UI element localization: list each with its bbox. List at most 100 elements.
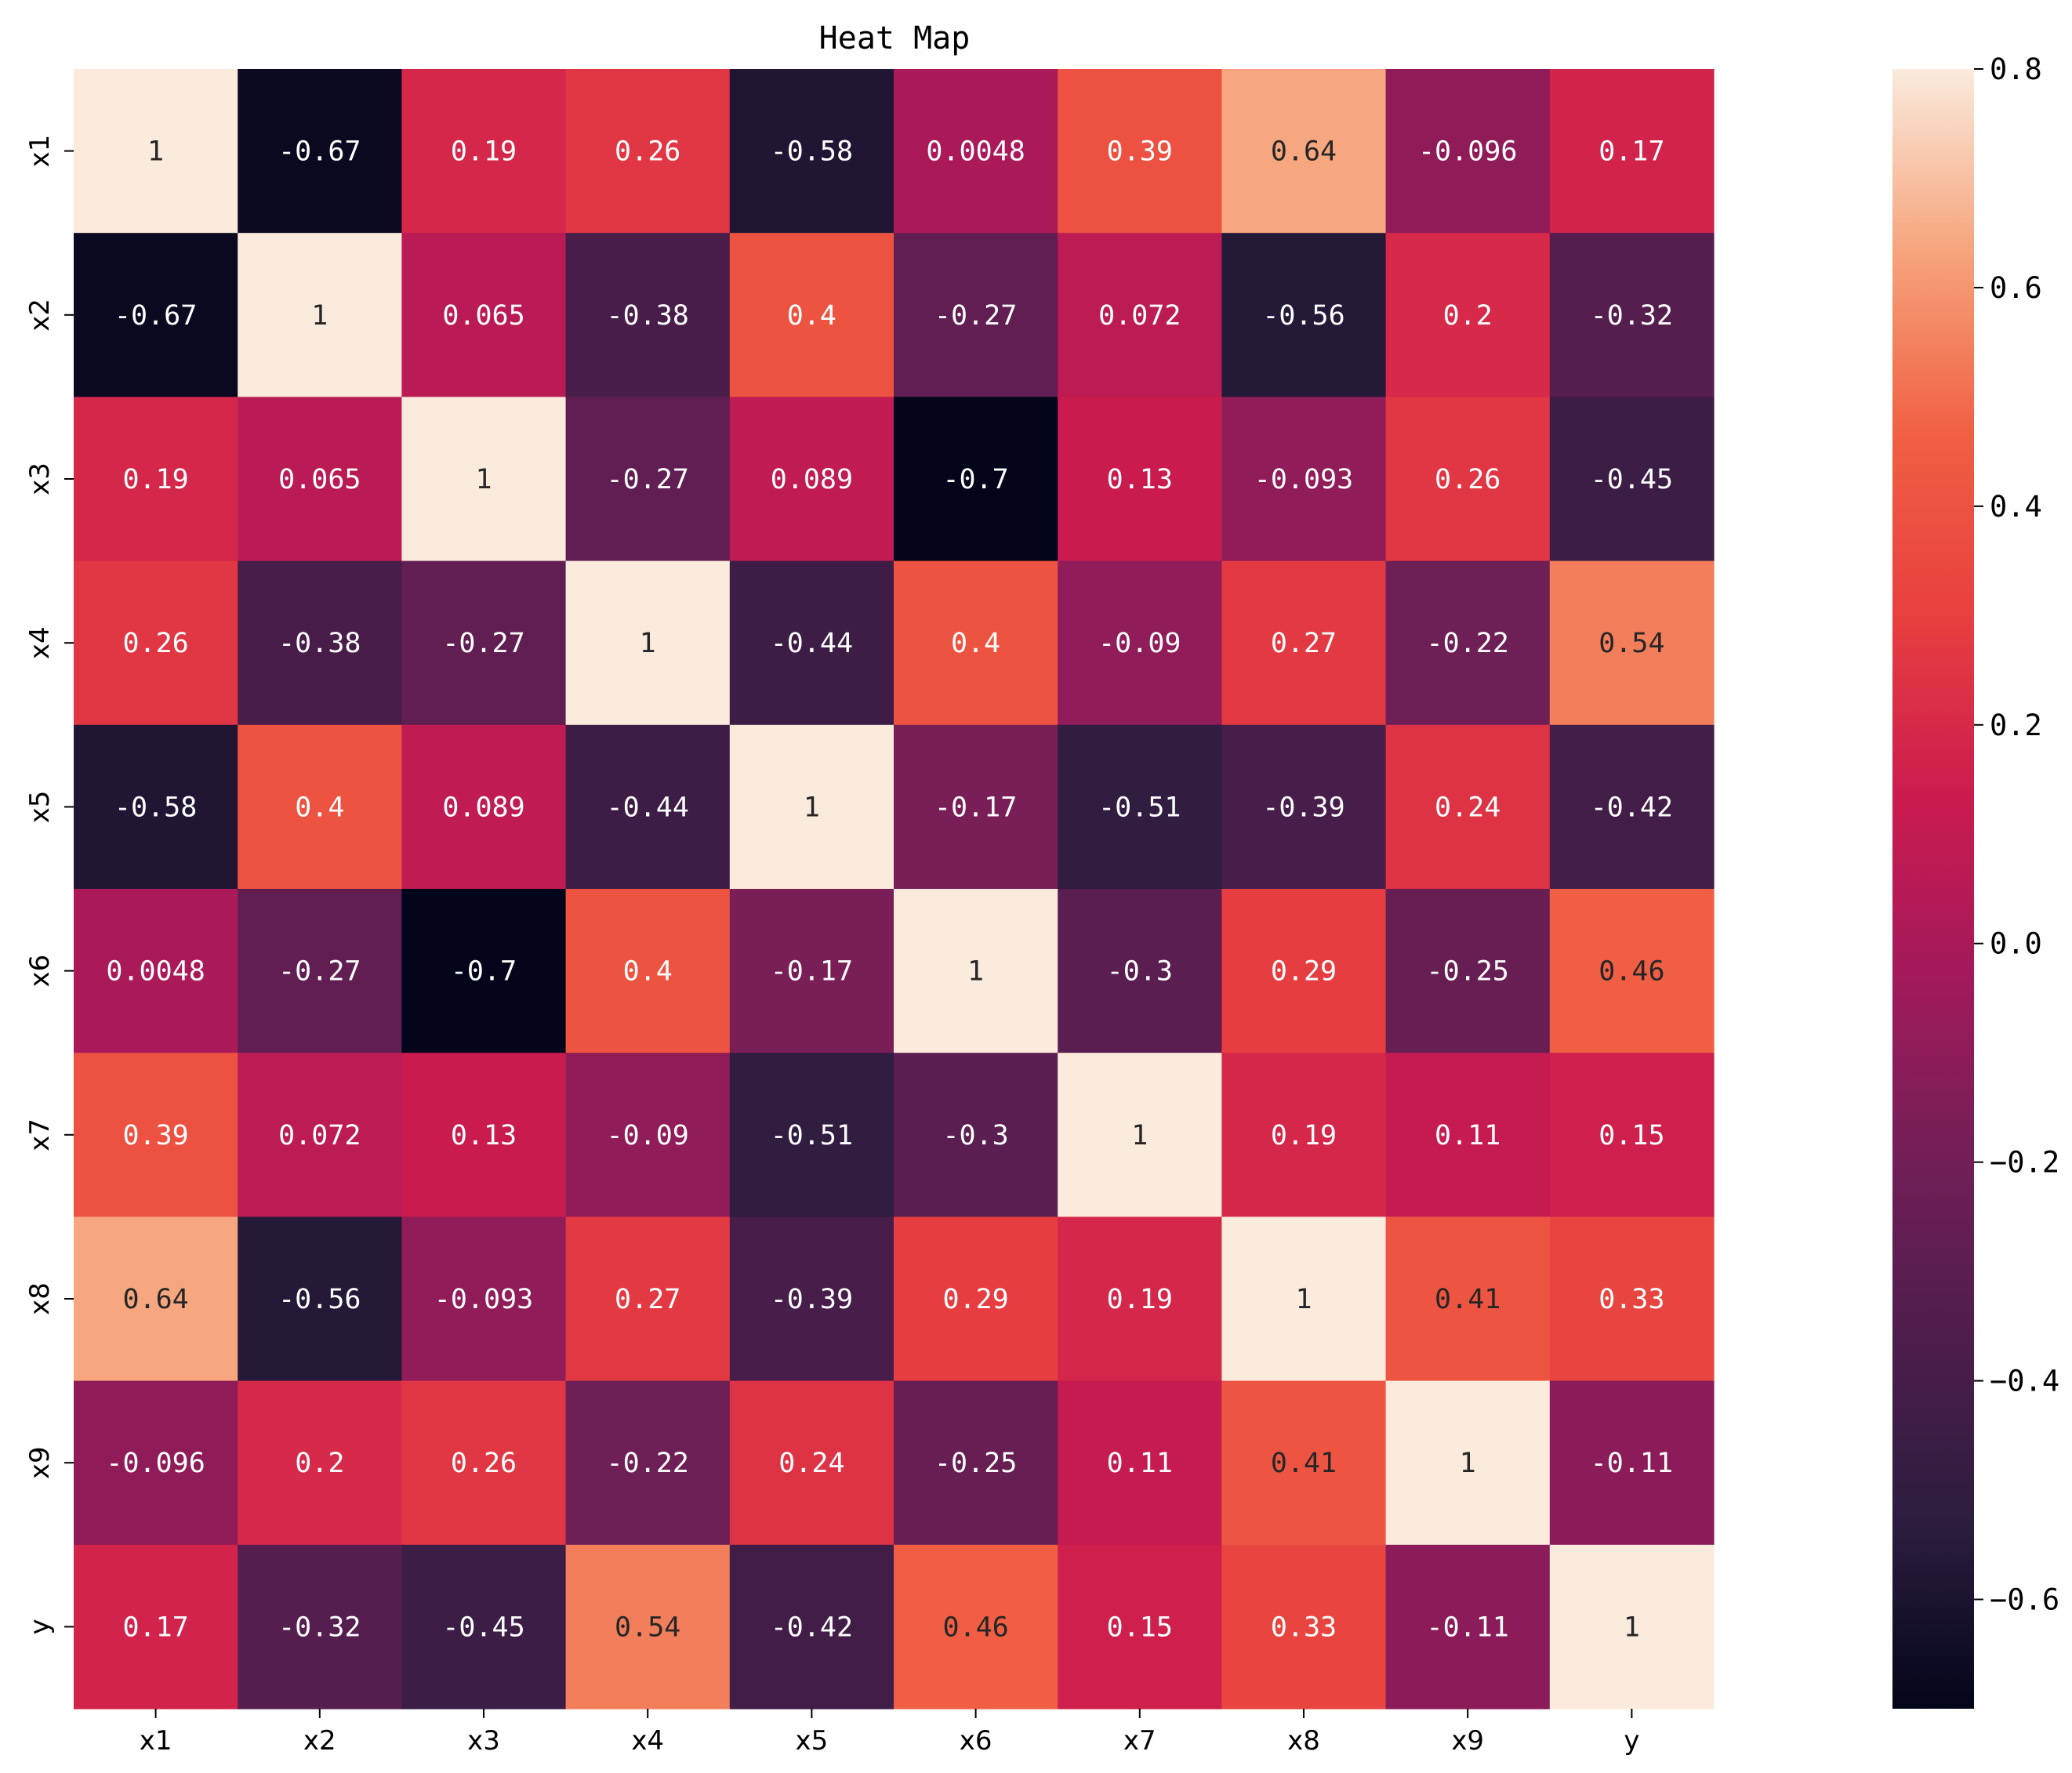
- heatmap-cell: [74, 560, 238, 726]
- heatmap-cell: [401, 1544, 567, 1710]
- cell-label: 0.2: [295, 1448, 344, 1479]
- cell-label: 0.0048: [926, 136, 1025, 168]
- heatmap-cell: [1058, 560, 1222, 726]
- cell-label: 0.54: [1598, 628, 1664, 659]
- colorbar-tick-label: 0.0: [1990, 927, 2042, 961]
- cell-label: 0.4: [623, 956, 673, 988]
- cell-label: -0.58: [114, 792, 197, 823]
- heatmap-cell: [565, 1544, 731, 1710]
- cell-label: 0.089: [442, 792, 524, 823]
- heatmap-cell: [1221, 889, 1387, 1053]
- cell-label: -0.32: [1591, 300, 1673, 332]
- heatmap-cell: [1058, 397, 1222, 562]
- heatmap-cell: [238, 397, 402, 562]
- cell-label: -0.38: [278, 628, 361, 659]
- cell-label: -0.22: [607, 1448, 689, 1479]
- colorbar-tick-label: −0.2: [1990, 1146, 2059, 1180]
- cell-label: 0.17: [122, 1612, 188, 1643]
- heatmap-cell: [1058, 1053, 1222, 1217]
- cell-label: -0.17: [934, 792, 1017, 823]
- cell-label: 0.46: [1598, 956, 1664, 988]
- cell-label: 1: [804, 792, 820, 823]
- cell-label: 0.19: [122, 464, 188, 495]
- heatmap-cell: [1385, 1380, 1551, 1546]
- heatmap-cell: [74, 1544, 238, 1710]
- heatmap-cell: [1549, 560, 1715, 726]
- cell-label: 0.33: [1271, 1612, 1337, 1643]
- cell-label: 0.11: [1107, 1448, 1173, 1479]
- cell-label: -0.093: [434, 1284, 533, 1315]
- heatmap-cell: [1221, 1380, 1387, 1546]
- heatmap-cell: [74, 1053, 238, 1217]
- heatmap-cell: [894, 1544, 1058, 1710]
- y-tick-label: x1: [24, 135, 56, 168]
- heatmap-cell: [238, 560, 402, 726]
- colorbar-tick-label: −0.4: [1990, 1365, 2059, 1398]
- cell-label: -0.45: [1591, 464, 1673, 495]
- heatmap-cell: [1221, 1053, 1387, 1217]
- cell-label: -0.22: [1427, 628, 1509, 659]
- cell-label: 0.41: [1271, 1448, 1337, 1479]
- heatmap-cell: [565, 69, 731, 234]
- y-axis: x1 x2 x3 x4 x5 x6 x7 x8 x9 y: [24, 135, 74, 1634]
- heatmap-cell: [1385, 560, 1551, 726]
- cell-label: -0.67: [114, 300, 197, 332]
- heatmap-cell: [729, 889, 894, 1053]
- y-tick-label: x2: [24, 299, 56, 332]
- heatmap-cell: [565, 397, 731, 562]
- y-tick-label: x3: [24, 462, 56, 495]
- heatmap-cell: [1058, 233, 1222, 397]
- heatmap-cell: [74, 889, 238, 1053]
- heatmap-cell: [238, 1544, 402, 1710]
- cell-label: 1: [1131, 1120, 1148, 1151]
- cell-label: 1: [311, 300, 328, 332]
- heatmap-cell: [894, 889, 1058, 1053]
- heatmap-cell: [729, 1380, 894, 1546]
- heatmap-cell: [1549, 724, 1715, 890]
- cell-label: 0.26: [122, 628, 188, 659]
- y-tick-label: x5: [24, 791, 56, 824]
- heatmap-cell: [1385, 69, 1551, 234]
- cell-label: 0.072: [278, 1120, 361, 1151]
- heatmap-cell: [1058, 1216, 1222, 1382]
- cell-label: 0.64: [1271, 136, 1337, 168]
- cell-label: 0.27: [1271, 628, 1337, 659]
- x-tick-label: x2: [303, 1725, 336, 1757]
- heatmap-cell: [894, 1053, 1058, 1217]
- cell-label: -0.67: [278, 136, 361, 168]
- heatmap-cell: [565, 724, 731, 890]
- heatmap-cell: [74, 69, 238, 234]
- heatmap-cell: [238, 1380, 402, 1546]
- cell-label: 1: [640, 628, 656, 659]
- heatmap-cell: [401, 233, 567, 397]
- heatmap-cell: [729, 1544, 894, 1710]
- cell-label: 0.15: [1598, 1120, 1664, 1151]
- cell-label: 0.4: [295, 792, 344, 823]
- heatmap-cell: [729, 1216, 894, 1382]
- heatmap-cell: [1385, 397, 1551, 562]
- cell-label: 0.0048: [106, 956, 205, 988]
- heatmap-cell: [1058, 69, 1222, 234]
- heatmap-cell: [565, 1053, 731, 1217]
- heatmap-cell: [74, 724, 238, 890]
- y-tick-label: x4: [24, 626, 56, 659]
- cell-label: 1: [1295, 1284, 1312, 1315]
- heatmap-cell: [1385, 889, 1551, 1053]
- cell-label: -0.3: [942, 1120, 1008, 1151]
- heatmap-cell: [565, 889, 731, 1053]
- heatmap-cell: [238, 889, 402, 1053]
- heatmap-cell: [401, 69, 567, 234]
- x-tick-label: x3: [467, 1725, 500, 1757]
- heatmap-cell: [1385, 1216, 1551, 1382]
- heatmap-cell: [1058, 1380, 1222, 1546]
- colorbar-tick-label: 0.4: [1990, 490, 2042, 524]
- cell-label: -0.7: [451, 956, 517, 988]
- cell-label: -0.51: [1098, 792, 1181, 823]
- heatmap-cell: [1549, 233, 1715, 397]
- heatmap-cell: [238, 1053, 402, 1217]
- y-tick-label: x9: [24, 1446, 56, 1479]
- cell-label: 0.072: [1098, 300, 1181, 332]
- cell-label: 0.54: [615, 1612, 680, 1643]
- heatmap-cell: [729, 1053, 894, 1217]
- heatmap-cell: [565, 1380, 731, 1546]
